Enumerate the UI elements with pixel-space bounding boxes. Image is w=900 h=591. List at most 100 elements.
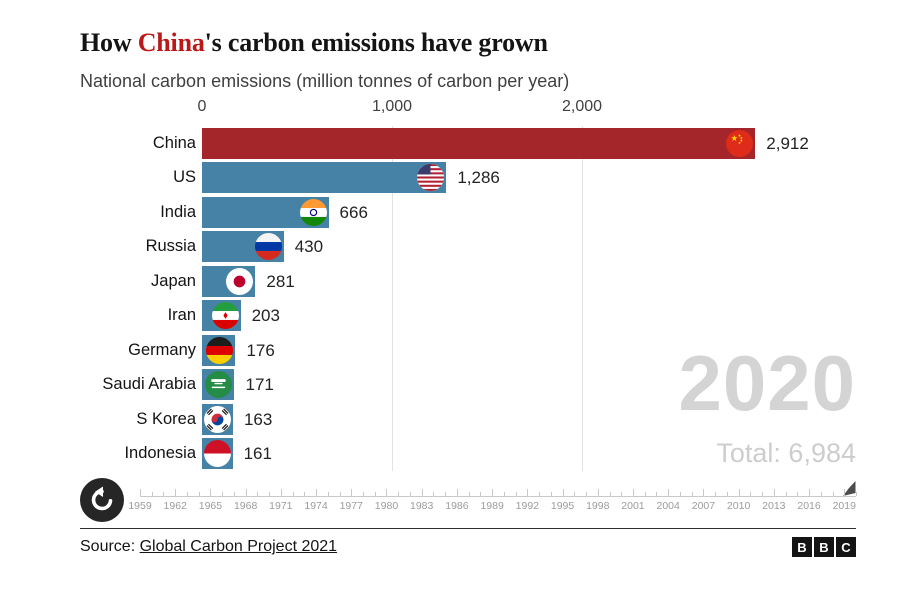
timeline-year-label: 2010 [726,500,751,512]
timeline-tick [715,492,717,496]
timeline-tick [515,492,517,496]
timeline-tick [738,489,740,496]
timeline-tick [257,492,259,496]
timeline-tick [327,492,329,496]
timeline-tick [832,492,834,496]
bar-track: 161 [202,438,860,470]
bar-row: India 666 [80,195,860,230]
timeline-tick [233,492,235,496]
timeline-tick [527,489,529,496]
timeline-year-label: 1962 [163,500,187,512]
gridline [392,126,393,471]
timeline-year-label: 1965 [198,500,223,512]
value-label: 161 [243,444,272,464]
timeline-tick [363,492,365,496]
us-flag-icon [417,164,445,192]
bar-row: Germany 176 [80,333,860,368]
timeline-tick [386,489,388,496]
gridline [582,126,583,471]
timeline-tick [726,492,728,496]
timeline-tick [586,492,588,496]
timeline-tick [280,489,282,496]
bar-row: China 2,912 [80,126,860,161]
timeline-year-label: 1983 [410,500,434,512]
bar-track: 163 [202,403,860,435]
bar-track: 430 [202,231,860,263]
x-axis-tick-label: 1,000 [371,98,413,115]
replay-button[interactable] [80,478,124,522]
china-flag-icon [726,129,754,157]
timeline-track[interactable] [140,496,856,497]
title-suffix: 's carbon emissions have grown [204,28,548,57]
timeline-tick [175,489,177,496]
source-line: Source: Global Carbon Project 2021 [80,538,337,556]
footer-divider [80,528,856,529]
bbc-logo-block: B [814,537,834,557]
country-label: Germany [128,340,196,359]
country-label: S Korea [136,409,196,428]
bbc-logo-block: B [792,537,812,557]
timeline-tick [456,489,458,496]
timeline-tick [679,492,681,496]
timeline-year-label: 1968 [233,500,258,512]
bar-track: 2,912 [202,127,860,159]
timeline-handle[interactable] [843,481,856,496]
timeline-tick [632,489,634,496]
russia-flag-icon [254,233,282,261]
timeline-tick [292,492,294,496]
timeline-tick [304,492,306,496]
bar-row: Iran 203 [80,299,860,334]
value-label: 281 [266,271,295,291]
timeline-year-label: 2001 [621,500,645,512]
value-label: 203 [251,306,280,326]
timeline-tick [480,492,482,496]
bar-chart: China 2,912 US 1,286 India 666 Russia 430 Japan 2… [80,126,860,472]
value-label: 430 [294,237,324,257]
timeline-tick [562,489,564,496]
timeline-slider: 1959 1962 1965 1968 1971 1974 1977 1980 1983 1986… [128,479,857,519]
germany-flag-icon [206,336,234,364]
timeline-tick [140,489,141,496]
bbc-logo: B B C [792,537,856,557]
timeline-tick [445,492,447,496]
timeline-tick [409,492,411,496]
india-flag-icon [299,198,327,226]
chart-subtitle: National carbon emissions (million tonne… [80,71,570,91]
timeline-tick [785,492,787,496]
timeline-year-label: 1986 [445,500,469,512]
x-axis-tick-label: 2,000 [561,98,603,115]
current-year-watermark: 2020 [678,339,856,427]
title-highlight: China [137,28,205,57]
country-label: Iran [167,306,196,325]
replay-icon [80,478,124,522]
value-label: 666 [339,202,368,222]
bar-track: 203 [202,300,860,332]
bar-row: Indonesia 161 [80,437,860,472]
bar-track: 281 [202,265,860,297]
timeline-year-label: 1974 [304,500,328,512]
timeline-tick [245,489,247,496]
timeline-tick [351,489,353,496]
x-axis-tick-label: 0 [197,98,207,115]
timeline-year-label: 1998 [586,500,610,512]
timeline-tick [550,492,552,496]
timeline-tick [809,489,811,496]
source-link[interactable]: Global Carbon Project 2021 [139,538,338,555]
bar-row: Saudi Arabia 171 [80,368,860,403]
timeline-year-label: 2004 [656,500,680,512]
timeline-tick [316,489,318,496]
timeline-tick [539,492,541,496]
timeline-tick [773,489,775,496]
timeline-tick [609,492,611,496]
timeline-tick [621,492,623,496]
country-label: China [152,133,196,152]
timeline-year-label: 1989 [480,500,504,512]
timeline-tick [186,492,188,496]
timeline-tick [421,489,423,496]
timeline-tick [703,489,705,496]
timeline-year-label: 1971 [269,500,293,512]
timeline-tick [198,492,200,496]
country-label: US [173,168,196,187]
timeline-tick [656,492,658,496]
bar-track: 171 [202,369,860,401]
